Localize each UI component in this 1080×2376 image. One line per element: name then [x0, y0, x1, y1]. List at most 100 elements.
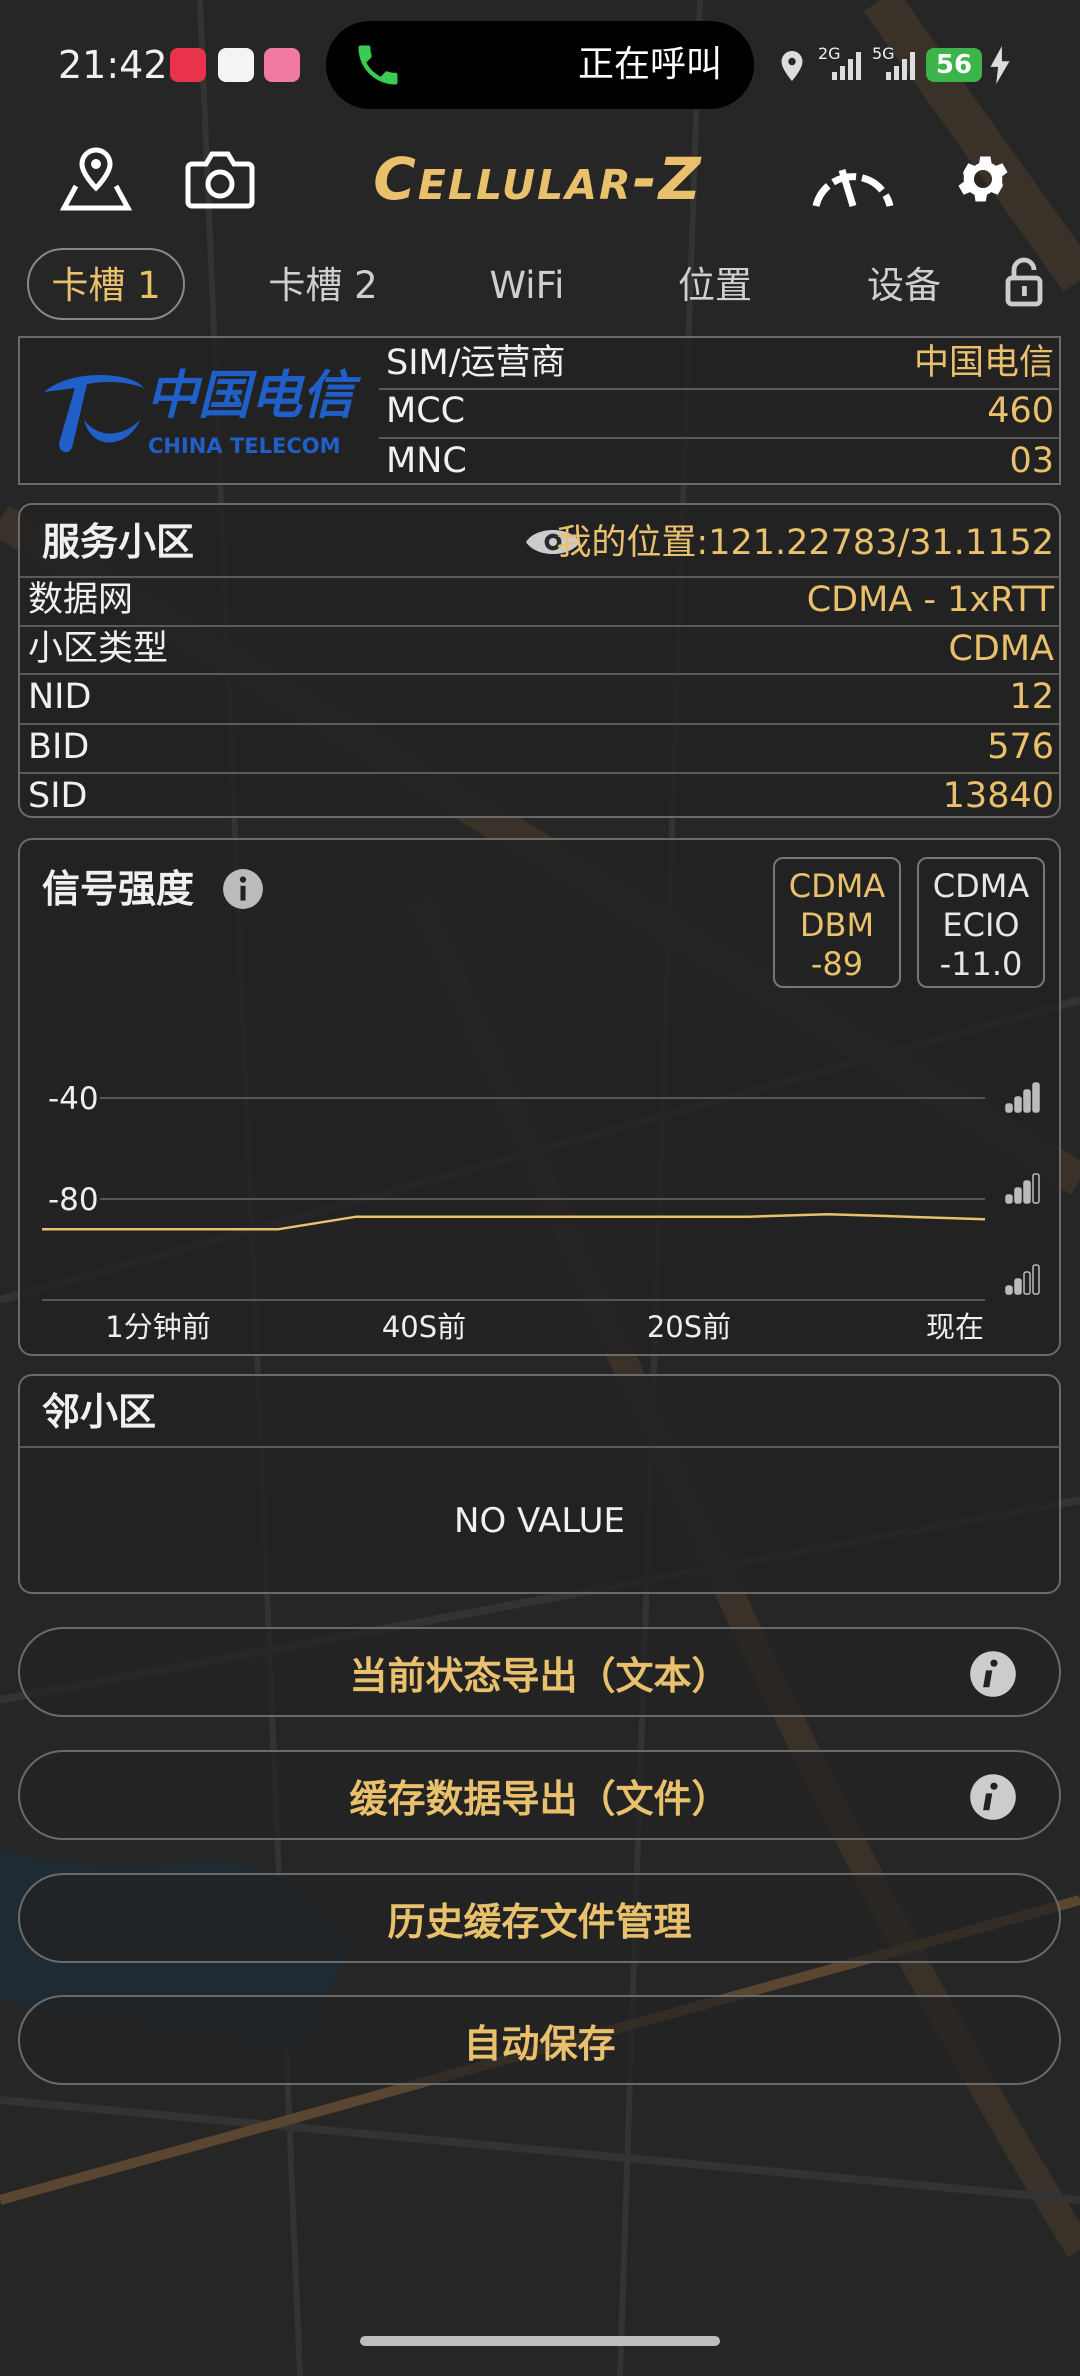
y-tick-label: -80: [48, 1182, 99, 1218]
camera-button[interactable]: [184, 148, 256, 210]
row-value: 13840: [942, 776, 1054, 816]
button-label: 当前状态导出（文本）: [349, 1654, 730, 1698]
signal-level-icon: [1023, 1180, 1031, 1204]
tab-label[interactable]: 设备: [867, 264, 941, 307]
signal-level-icon: [1014, 1096, 1022, 1113]
row-label: MCC: [386, 391, 466, 431]
row-label: BID: [28, 727, 90, 767]
tab-label[interactable]: 位置: [678, 264, 752, 307]
signal-line: [42, 1212, 986, 1231]
network-label: 2G: [818, 44, 841, 63]
signal-level-icon: [1023, 1089, 1031, 1113]
tab-label[interactable]: 卡槽 1: [51, 264, 161, 307]
button-label: 自动保存: [463, 2022, 616, 2066]
badge-text: DBM: [799, 906, 875, 944]
x-tick-label: 20S前: [647, 1310, 731, 1344]
action-button[interactable]: 当前状态导出（文本）: [18, 1627, 1061, 1717]
my-location: 我的位置:121.22783/31.1152: [556, 523, 1054, 563]
badge-text: CDMA: [932, 867, 1030, 905]
x-tick-label: 现在: [926, 1310, 984, 1344]
carrier-logo-subtitle: CHINA TELECOM: [148, 434, 341, 458]
battery: 56: [926, 48, 982, 82]
phone-icon: [358, 45, 398, 85]
row-label: 数据网: [28, 580, 134, 620]
clock: 21:42: [58, 43, 168, 87]
settings-button[interactable]: [952, 148, 1014, 210]
serving-cell-panel: [18, 503, 1061, 818]
row-label: MNC: [386, 441, 467, 481]
visibility-toggle[interactable]: [524, 524, 582, 560]
y-tick-label: -40: [48, 1081, 99, 1117]
row-label: 小区类型: [28, 629, 169, 669]
divider: [20, 1446, 1059, 1448]
signal-badge: [773, 857, 901, 988]
carrier-logo-text: 中国电信: [146, 366, 355, 426]
action-button[interactable]: 历史缓存文件管理: [18, 1873, 1061, 1963]
badge-text: -11.0: [939, 945, 1023, 983]
signal-level-icon: [1023, 1271, 1031, 1295]
info-button[interactable]: [222, 868, 264, 910]
signal-level-icon: [1005, 1194, 1013, 1204]
empty-message: NO VALUE: [454, 1501, 625, 1541]
speed-test-button[interactable]: [808, 150, 898, 210]
tab-label[interactable]: WiFi: [489, 264, 565, 307]
badge-text: CDMA: [788, 867, 886, 905]
section-title: 邻小区: [42, 1390, 157, 1434]
divider: [379, 388, 1059, 390]
tab-label[interactable]: 卡槽 2: [268, 264, 378, 307]
signal-icon: [832, 52, 861, 80]
signal-chart: -40 -80 1分钟前 40S前 20S前 现在: [42, 1081, 1040, 1344]
button-label: 历史缓存文件管理: [387, 1900, 692, 1944]
neighbor-panel: [18, 1374, 1061, 1594]
row-label: SID: [28, 776, 88, 816]
divider: [20, 772, 1059, 774]
row-value: 12: [1009, 677, 1054, 717]
button-label: 缓存数据导出（文件）: [349, 1777, 730, 1821]
signal-level-icon: [1032, 1082, 1040, 1113]
badge-text: -89: [810, 945, 864, 983]
row-label: NID: [28, 677, 92, 717]
row-value: 576: [987, 727, 1054, 767]
divider: [20, 673, 1059, 675]
divider: [379, 437, 1059, 439]
lock-button[interactable]: [1004, 256, 1044, 308]
section-title: 信号强度: [42, 867, 195, 911]
x-tick-label: 1分钟前: [105, 1310, 210, 1344]
network-label: 5G: [872, 44, 895, 63]
sim-panel: 中国电信 CHINA TELECOM: [18, 336, 1061, 485]
x-tick-label: 40S前: [382, 1310, 466, 1344]
app-icon: [218, 48, 254, 82]
signal-level-icon: [1032, 1264, 1040, 1295]
row-value: 03: [1009, 441, 1054, 481]
row-label: SIM/运营商: [386, 343, 566, 383]
location-icon: [781, 51, 803, 81]
action-button[interactable]: 缓存数据导出（文件）: [18, 1750, 1061, 1840]
map-pin-button[interactable]: [58, 146, 134, 212]
app-icon: [170, 48, 206, 82]
carrier-emblem: [44, 375, 144, 453]
row-value: 460: [987, 391, 1054, 431]
app-logo: Cellular-Z: [373, 145, 703, 213]
charging-icon: [990, 46, 1010, 84]
call-pill[interactable]: 正在呼叫: [326, 21, 754, 109]
signal-level-icon: [1032, 1173, 1040, 1204]
divider: [20, 625, 1059, 627]
section-title: 服务小区: [42, 520, 195, 564]
tab-active[interactable]: [27, 248, 185, 320]
badge-text: ECIO: [942, 906, 1020, 944]
action-button[interactable]: 自动保存: [18, 1995, 1061, 2085]
divider: [20, 576, 1059, 578]
info-button[interactable]: [969, 1773, 1017, 1821]
info-button[interactable]: [969, 1650, 1017, 1698]
signal-badge: [917, 857, 1045, 988]
row-value: CDMA: [948, 629, 1054, 669]
app-icon: [264, 48, 300, 82]
row-value: 中国电信: [913, 343, 1054, 383]
call-status: 正在呼叫: [577, 44, 722, 85]
divider: [20, 723, 1059, 725]
signal-icon: [886, 52, 915, 80]
signal-level-icon: [1014, 1278, 1022, 1295]
signal-level-icon: [1005, 1285, 1013, 1295]
signal-level-icon: [1014, 1187, 1022, 1204]
